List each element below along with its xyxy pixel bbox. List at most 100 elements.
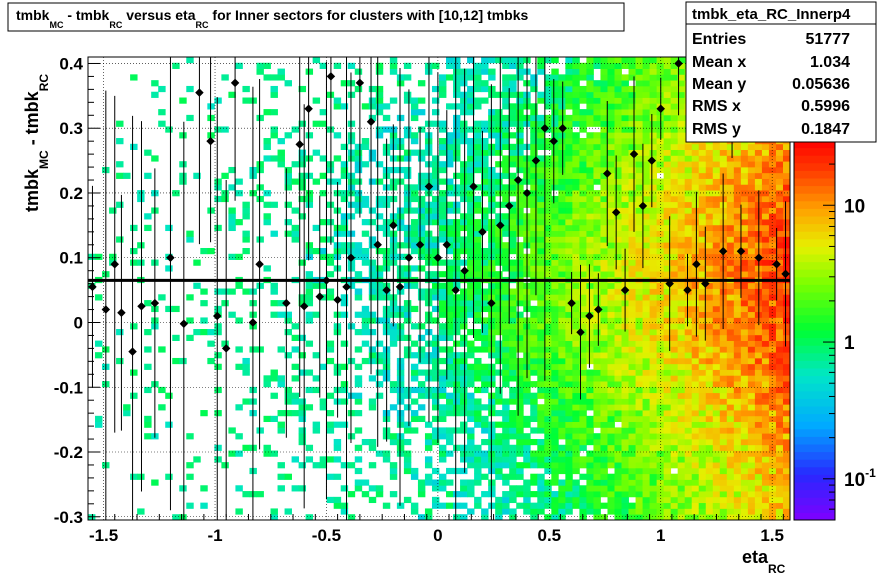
heatmap-cell [747,161,756,168]
heatmap-cell [354,68,363,75]
heatmap-cell [502,230,510,237]
heatmap-cell [291,126,299,133]
heatmap-cell [460,305,468,313]
heatmap-cell [221,74,229,81]
heatmap-cell [677,357,686,365]
heatmap-cell [453,363,461,370]
heatmap-cell [740,329,749,336]
heatmap-cell [228,166,236,174]
heatmap-cell [670,450,679,457]
heatmap-cell [677,178,686,185]
heatmap-cell [607,213,615,220]
heatmap-cell [691,514,700,521]
heatmap-cell [530,253,538,260]
heatmap-cell [684,172,693,179]
heatmap-cell [761,242,770,249]
heatmap-cell [677,80,686,87]
heatmap-cell [712,242,721,249]
heatmap-cell [579,300,587,307]
heatmap-cell [284,317,292,324]
heatmap-cell [698,166,707,174]
heatmap-cell [368,114,377,122]
heatmap-cell [614,427,622,434]
heatmap-cell [481,80,489,87]
heatmap-cell [551,329,559,336]
heatmap-cell [642,456,650,463]
heatmap-cell [172,334,180,341]
heatmap-cell [761,224,770,232]
heatmap-cell [368,317,377,324]
heatmap-cell [453,120,461,127]
heatmap-cell [403,190,412,197]
heatmap-cell [537,410,545,417]
heatmap-cell [333,496,342,504]
heatmap-cell [453,91,461,98]
heatmap-cell [698,311,707,318]
heatmap-cell [656,438,665,446]
heatmap-cell [509,91,517,98]
heatmap-cell [516,109,524,116]
heatmap-cell [691,467,700,475]
heatmap-cell [593,496,601,504]
heatmap-cell [754,462,763,469]
heatmap-cell [565,496,573,504]
heatmap-cell [593,85,601,93]
heatmap-cell [495,161,503,168]
heatmap-cell [782,329,791,336]
heatmap-cell [291,207,299,214]
heatmap-cell [165,265,173,272]
heatmap-cell [109,253,117,260]
heatmap-cell [263,381,271,388]
heatmap-cell [663,323,672,330]
heatmap-cell [719,514,728,521]
heatmap-cell [782,259,791,266]
heatmap-cell [537,138,545,145]
heatmap-cell [509,114,517,122]
heatmap-cell [502,410,510,417]
heatmap-cell [446,138,454,145]
heatmap-cell [453,340,461,347]
heatmap-cell [368,271,377,278]
heatmap-cell [740,340,749,347]
y-tick-label: -0.3 [54,508,83,527]
heatmap-cell [614,375,622,382]
y-tick-label: 0.2 [59,184,83,203]
heatmap-cell [572,410,580,417]
heatmap-cell [502,184,510,191]
heatmap-cell [593,491,601,498]
heatmap-cell [495,398,503,405]
heatmap-cell [663,340,672,347]
heatmap-cell [607,230,615,237]
heatmap-cell [698,375,707,382]
heatmap-cell [228,253,236,260]
heatmap-cell [565,247,573,255]
heatmap-cell [579,305,587,313]
heatmap-cell [663,132,672,139]
heatmap-cell [263,155,271,162]
heatmap-cell [768,491,777,498]
heatmap-cell [502,259,510,266]
heatmap-cell [95,294,103,301]
heatmap-cell [628,259,636,266]
heatmap-cell [516,247,524,255]
heatmap-cell [389,68,398,75]
heatmap-cell [635,496,643,504]
heatmap-cell [551,114,559,122]
heatmap-cell [726,496,735,504]
heatmap-cell [137,190,145,197]
heatmap-cell [544,161,552,168]
heatmap-cell [572,265,580,272]
heatmap-cell [698,398,707,405]
heatmap-cell [579,444,587,451]
heatmap-cell [684,323,693,330]
heatmap-cell [642,126,650,133]
heatmap-cell [558,329,566,336]
heatmap-cell [740,502,749,509]
heatmap-cell [446,230,454,237]
heatmap-cell [768,334,777,341]
heatmap-cell [754,340,763,347]
heatmap-cell [698,259,707,266]
heatmap-cell [614,462,622,469]
heatmap-cell [740,479,749,486]
heatmap-cell [375,450,384,457]
